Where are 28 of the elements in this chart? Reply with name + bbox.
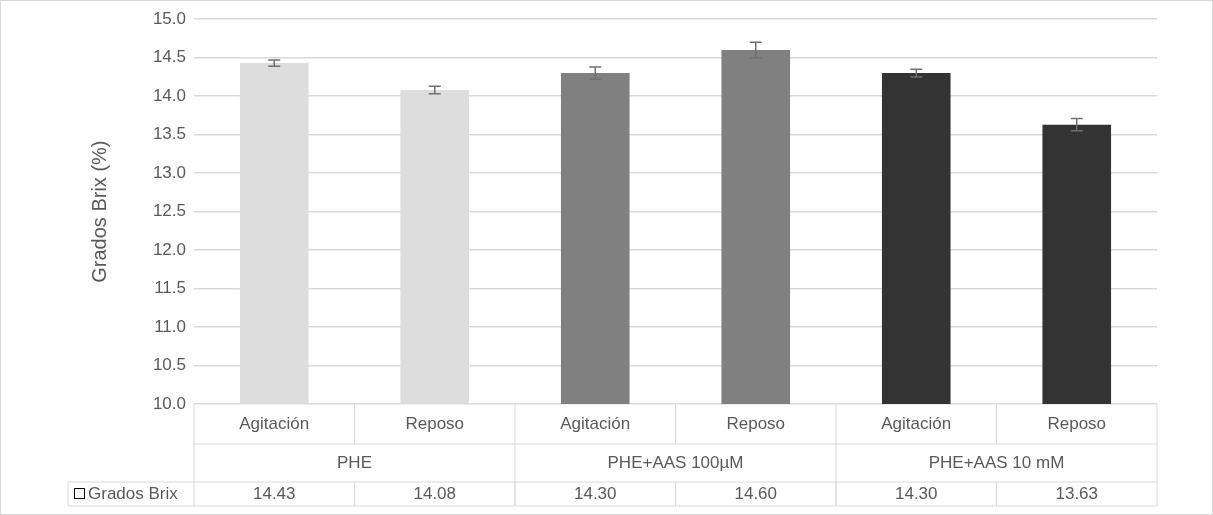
- y-tick-label: 12.5: [152, 201, 186, 221]
- data-label: 14.08: [413, 483, 457, 503]
- x-tick-label: Agitación: [560, 413, 631, 433]
- text: PHE+AAS 100µM: [607, 452, 744, 472]
- x-tick-label: Reposo: [1047, 413, 1107, 433]
- text: PHE: [337, 452, 372, 472]
- text: Grados Brix: [88, 483, 179, 503]
- x-tick-label: Agitación: [239, 413, 310, 433]
- y-tick-label: 10.5: [152, 355, 186, 375]
- x-tick-label: Reposo: [405, 413, 465, 433]
- y-tick-label: 12.0: [152, 239, 186, 259]
- y-tick-label: 15.0: [152, 8, 186, 28]
- y-tick-label: 13.0: [152, 162, 186, 182]
- x-tick-label: Agitación: [881, 413, 952, 433]
- y-tick-label: 13.5: [152, 124, 186, 144]
- x-tick-label: Reposo: [726, 413, 786, 433]
- data-label: 14.43: [252, 483, 296, 503]
- y-tick-label: 14.0: [152, 85, 186, 105]
- data-label: 14.30: [894, 483, 938, 503]
- y-tick-label: 10.0: [152, 393, 186, 413]
- data-label: 14.60: [734, 483, 778, 503]
- y-tick-label: 11.5: [154, 278, 186, 298]
- y-tick-label: 11.0: [154, 316, 186, 336]
- y-axis-title: Grados Brix (%): [87, 140, 110, 283]
- text: PHE+AAS 10 mM: [928, 452, 1065, 472]
- data-label: 14.30: [573, 483, 617, 503]
- y-tick-label: 14.5: [152, 47, 186, 67]
- data-label: 13.63: [1055, 483, 1099, 503]
